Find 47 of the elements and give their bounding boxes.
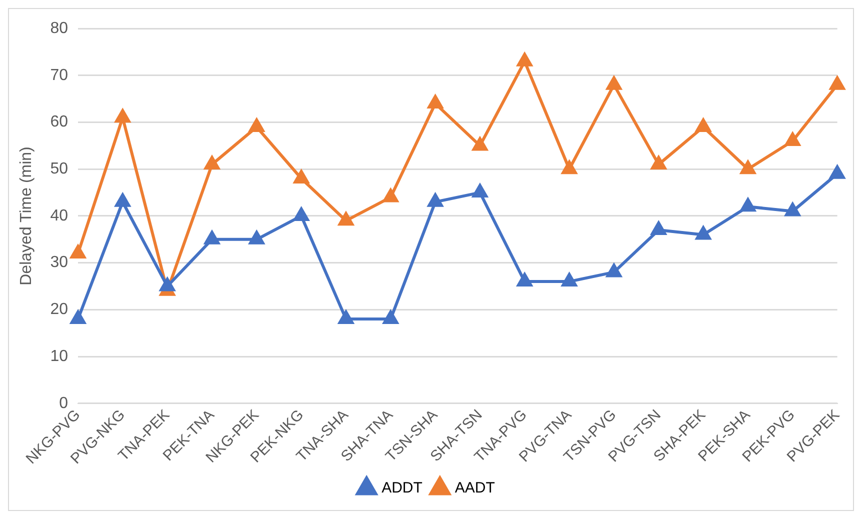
point — [428, 193, 443, 207]
point — [249, 230, 264, 244]
point — [383, 188, 398, 202]
point — [472, 137, 488, 151]
legend-label: AADT — [454, 480, 495, 497]
y-tick-label: 60 — [50, 114, 68, 131]
y-tick-label: 10 — [50, 348, 68, 365]
point — [70, 244, 86, 258]
point — [115, 109, 130, 123]
y-tick-label: 20 — [50, 301, 68, 318]
point — [830, 76, 845, 90]
point — [160, 278, 175, 292]
point — [830, 165, 845, 179]
point — [70, 310, 86, 324]
point — [562, 273, 577, 287]
point — [740, 198, 756, 212]
point — [517, 273, 532, 287]
point — [204, 156, 220, 170]
point — [785, 132, 800, 146]
y-tick-label: 30 — [50, 254, 68, 272]
point — [606, 76, 622, 90]
point — [249, 118, 264, 132]
point — [204, 230, 220, 244]
point — [651, 222, 666, 236]
y-tick-label: 50 — [50, 160, 68, 178]
point — [428, 95, 443, 109]
point — [785, 202, 800, 216]
point — [115, 193, 130, 207]
point — [383, 310, 398, 324]
y-tick-label: 70 — [50, 66, 68, 84]
point — [294, 170, 309, 184]
point — [696, 226, 711, 240]
legend-label: ADDT — [382, 480, 422, 497]
y-tick-label: 40 — [50, 207, 68, 224]
y-tick-label: 0 — [59, 394, 68, 412]
point — [606, 264, 622, 278]
point — [696, 118, 711, 132]
y-tick-label: 80 — [50, 20, 68, 38]
point — [651, 156, 666, 170]
point — [472, 184, 488, 198]
y-axis-title: Delayed Time (min) — [18, 146, 36, 286]
point — [740, 160, 756, 174]
point — [294, 207, 309, 221]
point — [562, 160, 577, 174]
point — [338, 310, 354, 324]
point — [517, 52, 532, 66]
point — [338, 212, 354, 226]
